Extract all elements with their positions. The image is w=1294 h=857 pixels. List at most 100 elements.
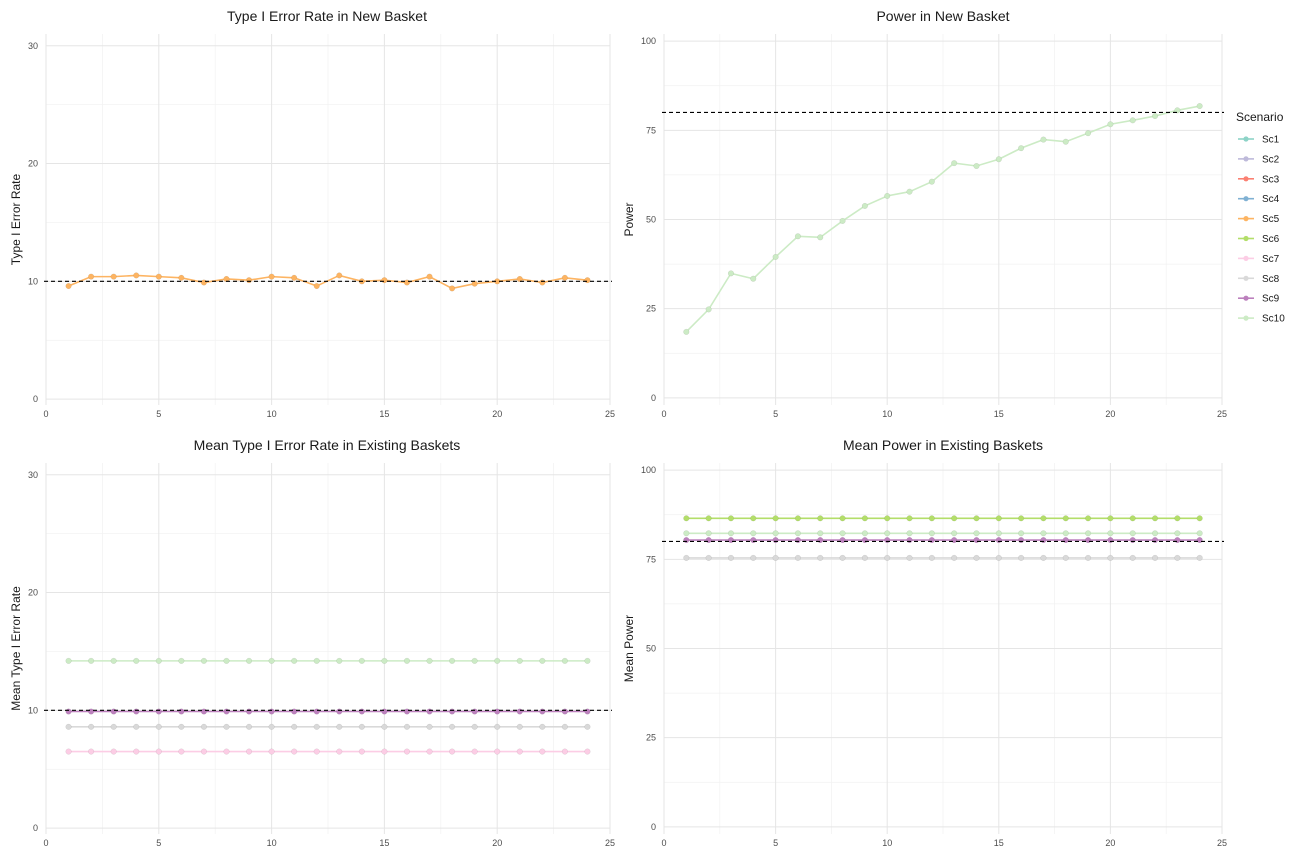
- data-point-sc10: [772, 253, 779, 261]
- legend-item-label: Sc9: [1262, 294, 1280, 305]
- y-tick-label: 20: [28, 588, 38, 598]
- data-point-sc7: [88, 748, 95, 755]
- data-point-sc8: [705, 554, 712, 561]
- legend-swatch-point: [1243, 315, 1249, 321]
- data-point-sc8: [110, 723, 117, 730]
- data-point-sc5: [539, 279, 546, 286]
- data-point-sc10: [1040, 136, 1047, 143]
- data-point-sc8: [291, 723, 298, 730]
- data-point-sc10: [539, 657, 546, 664]
- data-point-sc10: [951, 160, 958, 167]
- data-point-sc6: [705, 515, 712, 522]
- data-point-sc10: [1174, 107, 1181, 114]
- y-tick-label: 25: [646, 304, 656, 314]
- data-point-sc8: [817, 554, 824, 561]
- y-axis-label: Mean Power: [622, 615, 636, 682]
- data-point-sc10: [268, 657, 275, 664]
- data-point-sc8: [65, 723, 72, 730]
- data-point-sc8: [561, 723, 568, 730]
- data-point-sc6: [906, 515, 913, 522]
- data-point-sc9: [65, 708, 72, 715]
- data-point-sc8: [1151, 554, 1159, 561]
- data-point-sc10: [1018, 145, 1025, 152]
- data-point-sc6: [817, 515, 824, 522]
- data-point-sc10: [1151, 112, 1159, 120]
- data-point-sc8: [861, 554, 868, 561]
- data-point-sc9: [561, 708, 568, 715]
- y-axis-label: Power: [622, 202, 636, 236]
- y-tick-label: 20: [28, 159, 38, 169]
- data-point-sc6: [928, 515, 935, 522]
- data-point-sc10: [200, 657, 207, 664]
- data-point-sc10: [727, 270, 735, 277]
- y-tick-label: 10: [28, 705, 38, 715]
- panel-title: Mean Type I Error Rate in Existing Baske…: [194, 437, 461, 453]
- data-point-sc6: [1085, 515, 1092, 522]
- data-point-sc10: [884, 530, 891, 537]
- data-point-sc9: [471, 708, 478, 715]
- legend-item-label: Sc6: [1262, 234, 1280, 245]
- x-tick-label: 20: [492, 409, 502, 419]
- data-point-sc8: [426, 723, 433, 730]
- x-tick-label: 25: [1217, 838, 1227, 848]
- data-point-sc8: [471, 723, 478, 730]
- data-point-sc9: [516, 708, 523, 715]
- x-tick-label: 5: [156, 838, 161, 848]
- data-point-sc10: [928, 178, 935, 185]
- y-tick-label: 0: [651, 822, 656, 832]
- data-point-sc7: [313, 748, 320, 755]
- y-tick-label: 75: [646, 125, 656, 135]
- data-point-sc8: [683, 554, 690, 561]
- data-point-sc10: [1107, 530, 1114, 537]
- data-point-sc9: [336, 708, 343, 715]
- data-point-sc7: [449, 748, 456, 755]
- data-point-sc10: [88, 657, 95, 664]
- data-point-sc8: [1062, 554, 1069, 561]
- y-tick-label: 50: [646, 215, 656, 225]
- data-point-sc5: [88, 273, 95, 280]
- x-tick-label: 20: [1105, 838, 1115, 848]
- data-point-sc6: [750, 515, 757, 522]
- data-point-sc10: [1062, 530, 1069, 537]
- data-point-sc10: [110, 657, 117, 664]
- data-point-sc10: [133, 657, 140, 664]
- data-point-sc8: [951, 554, 958, 561]
- data-point-sc6: [1107, 515, 1114, 522]
- data-point-sc9: [133, 708, 140, 715]
- data-point-sc9: [291, 708, 298, 715]
- legend-swatch-point: [1243, 136, 1249, 142]
- legend-item-label: Sc4: [1262, 194, 1280, 205]
- data-point-sc5: [200, 279, 207, 286]
- legend: Scenario Sc1 Sc2 Sc3 Sc4 Sc5 Sc6 Sc7 Sc8 Sc9 Sc10: [1236, 110, 1285, 325]
- data-point-sc8: [494, 723, 501, 730]
- y-tick-label: 10: [28, 276, 38, 286]
- data-point-sc8: [995, 554, 1002, 561]
- data-point-sc10: [861, 530, 868, 537]
- data-point-sc5: [584, 277, 591, 284]
- data-point-sc9: [403, 708, 411, 715]
- x-tick-label: 5: [773, 838, 778, 848]
- x-tick-label: 10: [267, 409, 277, 419]
- data-point-sc5: [313, 282, 320, 290]
- data-point-sc10: [951, 530, 958, 537]
- data-point-sc7: [336, 748, 343, 755]
- data-point-sc7: [539, 748, 546, 755]
- data-point-sc10: [973, 530, 980, 537]
- panel-mean-type1-existing: 0 5 10 15 20 25 0 10 20 30 Mean Type I Error Rate …: [9, 437, 615, 848]
- data-point-sc9: [539, 708, 546, 715]
- data-point-sc9: [494, 708, 501, 715]
- data-point-sc5: [268, 273, 275, 280]
- x-tick-label: 0: [43, 838, 48, 848]
- data-point-sc8: [1107, 554, 1114, 561]
- x-tick-label: 5: [773, 409, 778, 419]
- data-point-sc10: [727, 530, 735, 537]
- data-point-sc10: [245, 657, 253, 664]
- panel-power-new: 0 5 10 15 20 25 0 25 50 75 100 Power in New Basket P…: [622, 8, 1227, 419]
- data-point-sc5: [65, 282, 72, 290]
- data-point-sc9: [584, 708, 591, 715]
- data-point-sc6: [995, 515, 1002, 522]
- y-tick-label: 25: [646, 733, 656, 743]
- data-point-sc7: [516, 748, 523, 755]
- data-point-sc5: [336, 272, 343, 279]
